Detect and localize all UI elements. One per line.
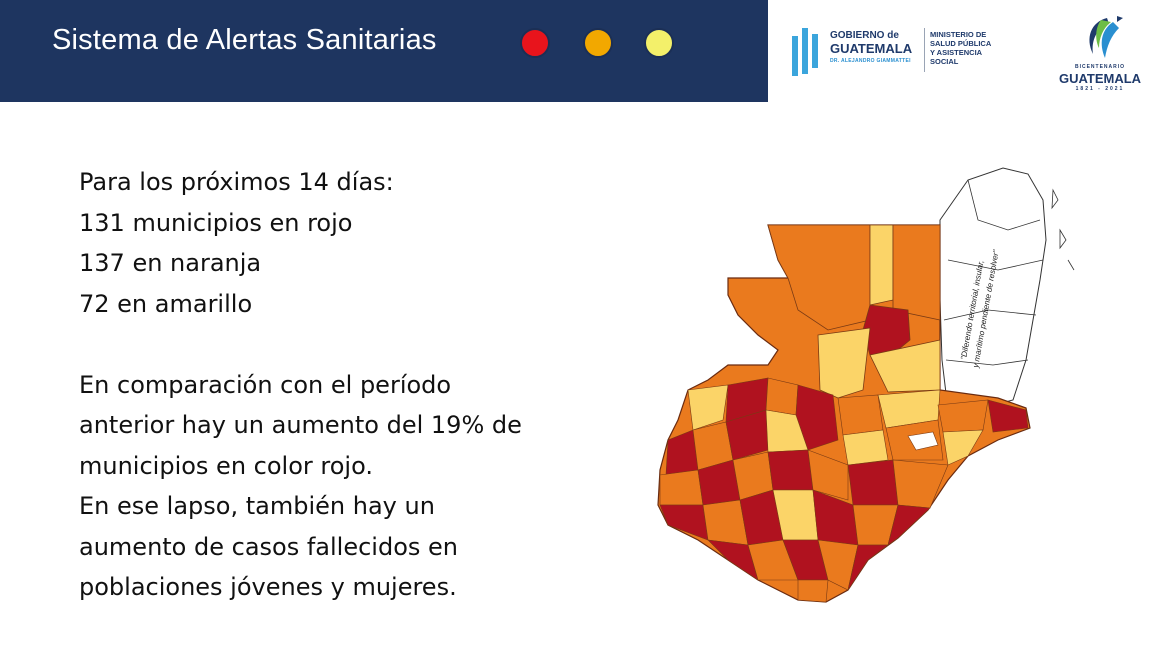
red-alert-indicator	[520, 28, 550, 58]
page-title: Sistema de Alertas Sanitarias	[52, 24, 437, 56]
text-line: Para los próximos 14 días:	[79, 168, 394, 196]
bicentenario-country: GUATEMALA	[1058, 71, 1142, 86]
ministry-name: MINISTERIO DE SALUD PÚBLICA Y ASISTENCIA…	[930, 30, 992, 66]
guatemala-alert-map: "Diferendo territorial, insular, y marít…	[657, 167, 1075, 603]
summary-text: Para los próximos 14 días: 131 municipio…	[79, 162, 619, 608]
gobierno-line1: GOBIERNO de	[830, 30, 899, 41]
bicentenario-years: 1821 - 2021	[1075, 86, 1125, 92]
gobierno-line3: DR. ALEJANDRO GIAMMATTEI	[830, 58, 911, 64]
paragraph-gap	[79, 324, 619, 365]
belize-region	[939, 167, 1047, 411]
text-line: En ese lapso, también hay un	[79, 492, 435, 520]
text-line: 137 en naranja	[79, 249, 262, 277]
yellow-alert-indicator	[644, 28, 674, 58]
text-line: aumento de casos fallecidos en	[79, 532, 458, 561]
gobierno-line2: GUATEMALA	[830, 41, 913, 56]
text-line: anterior hay un aumento del 19% de	[79, 411, 522, 439]
orange-alert-indicator	[583, 28, 613, 58]
text-line: municipios en color rojo.	[79, 451, 373, 480]
gobierno-guatemala-logo: GOBIERNO de GUATEMALA DR. ALEJANDRO GIAM…	[790, 22, 1010, 82]
text-line: En comparación con el período	[79, 370, 452, 399]
header-banner: Sistema de Alertas Sanitarias	[0, 0, 768, 102]
bicentenario-label: BICENTENARIO	[1074, 64, 1126, 70]
quetzal-swirl-icon	[1089, 16, 1123, 58]
text-line: 131 municipios en rojo	[79, 208, 353, 237]
text-line: poblaciones jóvenes y mujeres.	[79, 573, 457, 601]
logo-divider	[924, 28, 925, 72]
flag-bars-icon	[792, 28, 818, 76]
text-line: 72 en amarillo	[79, 289, 253, 318]
bicentenario-logo: BICENTENARIO GUATEMALA 1821 - 2021	[1045, 14, 1155, 94]
